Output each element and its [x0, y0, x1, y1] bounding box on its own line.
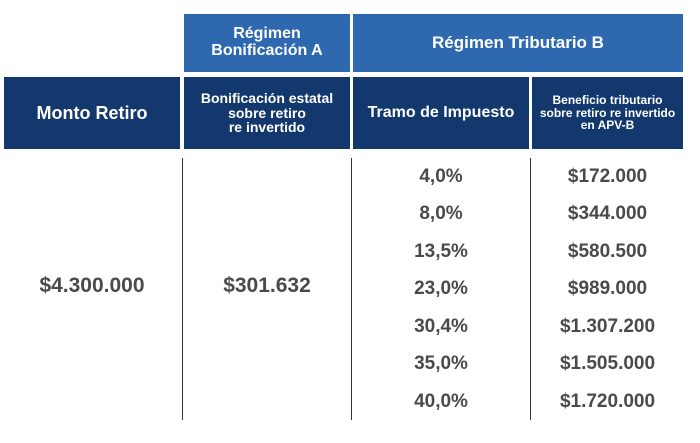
- beneficio-value: $344.000: [567, 203, 648, 224]
- tramo-value: 23,0%: [414, 278, 468, 299]
- tramo-value: 40,0%: [414, 391, 468, 412]
- column-divider: [351, 158, 352, 420]
- header-monto-retiro: Monto Retiro: [4, 77, 180, 149]
- header-regimen-a: Régimen Bonificación A: [184, 14, 350, 72]
- header-beneficio-tributario: Beneficio tributario sobre retiro re inv…: [532, 77, 683, 149]
- beneficio-value: $580.500: [567, 241, 648, 262]
- beneficio-value: $172.000: [567, 166, 648, 187]
- bonificacion-value: $301.632: [223, 274, 311, 297]
- beneficio-value: $989.000: [567, 278, 648, 299]
- header-tramo-impuesto: Tramo de Impuesto: [353, 77, 529, 149]
- header-bonificacion-estatal: Bonificación estatal sobre retiro re inv…: [184, 77, 350, 149]
- monto-retiro-value: $4.300.000: [39, 274, 145, 297]
- header-regimen-b: Régimen Tributario B: [353, 14, 683, 72]
- column-divider: [182, 158, 183, 420]
- tramo-value: 8,0%: [419, 203, 463, 224]
- tramo-value: 4,0%: [419, 166, 463, 187]
- beneficio-value: $1.505.000: [559, 353, 656, 374]
- column-divider: [530, 158, 531, 420]
- tramo-value: 30,4%: [414, 316, 468, 337]
- tramo-value: 13,5%: [414, 241, 468, 262]
- beneficio-value: $1.307.200: [559, 316, 656, 337]
- beneficio-value: $1.720.000: [559, 391, 656, 412]
- tramo-value: 35,0%: [414, 353, 468, 374]
